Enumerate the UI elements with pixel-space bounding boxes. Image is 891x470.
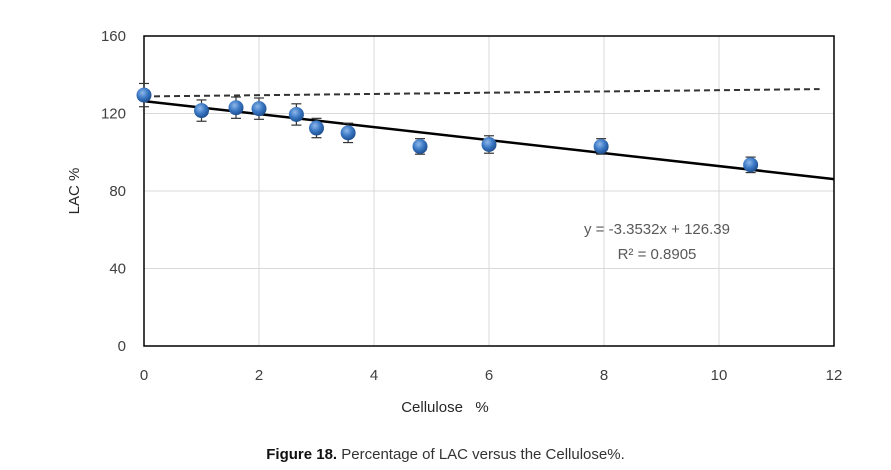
- marker: [251, 101, 267, 117]
- x-tick-label: 6: [485, 367, 493, 384]
- data-point: [251, 97, 267, 120]
- marker: [288, 106, 304, 122]
- y-tick-labels: 0 40 80 120 160: [101, 28, 126, 355]
- data-point: [743, 156, 759, 174]
- marker: [743, 157, 759, 173]
- y-tick-label: 120: [101, 106, 126, 123]
- y-tick-label: 0: [118, 338, 126, 355]
- x-tick-label: 4: [370, 367, 378, 384]
- plot-frame: [143, 35, 835, 347]
- y-tick-label: 80: [109, 183, 126, 200]
- data-point: [412, 138, 428, 155]
- marker: [194, 103, 209, 119]
- data-point: [228, 96, 244, 119]
- data-point: [194, 99, 209, 122]
- x-tick-labels: 0 2 4 6 8 10 12: [140, 367, 843, 384]
- dashed-reference-line: [143, 88, 820, 98]
- data-point: [136, 82, 152, 108]
- x-tick-label: 0: [140, 367, 148, 384]
- gridlines: [143, 35, 835, 347]
- marker: [309, 120, 324, 136]
- data-point: [481, 135, 497, 154]
- x-tick-label: 12: [826, 367, 843, 384]
- data-point: [309, 117, 324, 139]
- caption-text: Percentage of LAC versus the Cellulose%.: [337, 446, 625, 463]
- marker: [412, 138, 428, 154]
- trend-equation: y = -3.3532x + 126.39: [584, 221, 730, 238]
- marker: [481, 137, 497, 152]
- y-axis-title: LAC %: [66, 168, 83, 215]
- marker: [136, 87, 152, 103]
- y-tick-label: 40: [109, 261, 126, 278]
- marker: [340, 125, 356, 141]
- r-squared: R² = 0.8905: [618, 246, 697, 263]
- x-tick-label: 10: [711, 367, 728, 384]
- data-point: [593, 138, 609, 155]
- x-axis-title: Cellulose %: [401, 399, 489, 416]
- figure-caption: Figure 18. Percentage of LAC versus the …: [0, 446, 891, 463]
- marker: [593, 138, 609, 154]
- x-tick-label: 8: [600, 367, 608, 384]
- caption-label: Figure 18.: [266, 446, 338, 463]
- data-point: [288, 103, 304, 126]
- y-tick-label: 160: [101, 28, 126, 45]
- data-points: [136, 82, 759, 174]
- marker: [228, 100, 244, 116]
- x-tick-label: 2: [255, 367, 263, 384]
- data-point: [340, 122, 356, 144]
- chart: 0 40 80 120 160 0 2 4 6 8 10 12 y = -3.3532x + 126…: [66, 28, 843, 416]
